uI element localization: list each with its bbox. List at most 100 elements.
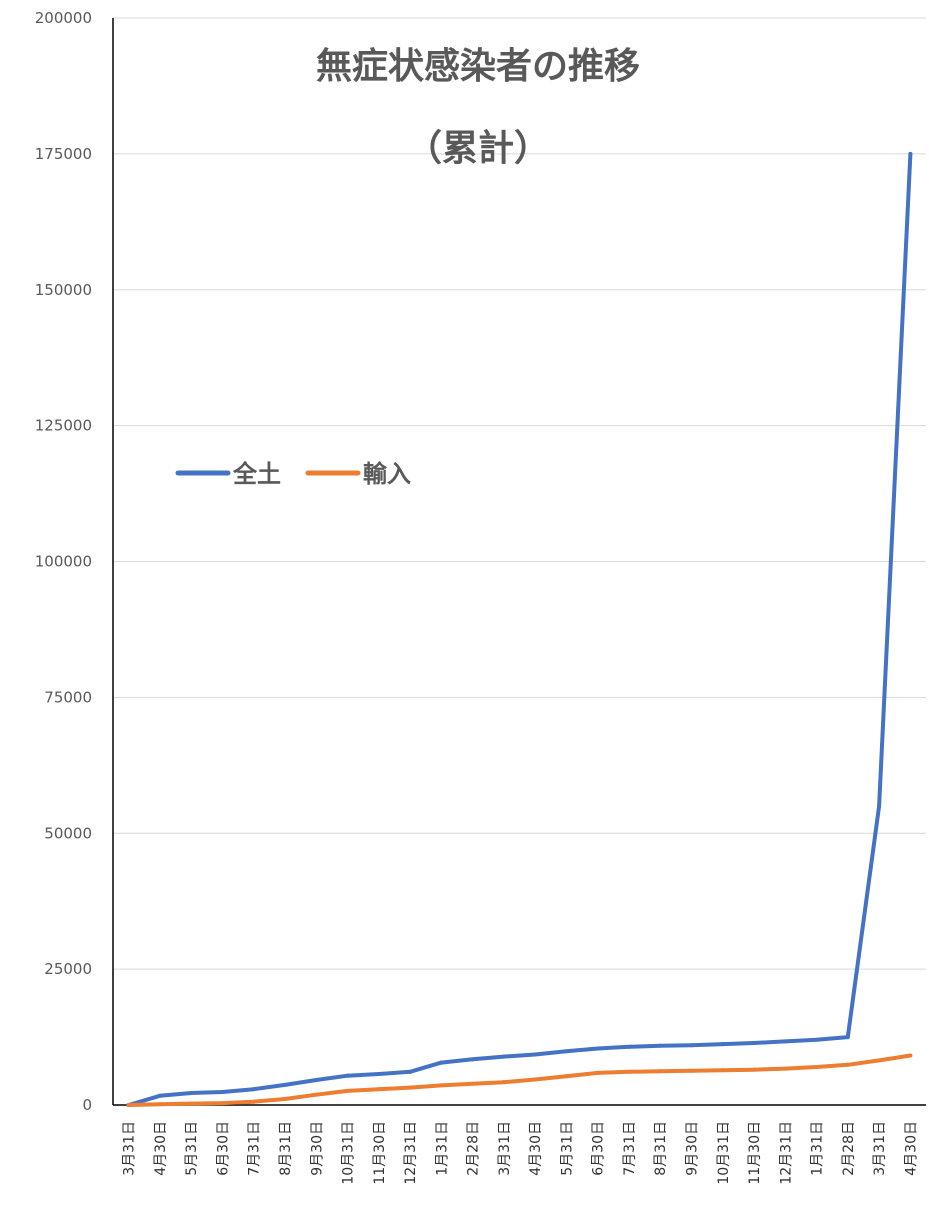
- x-tick-label-13: 4月30日: [528, 1121, 544, 1176]
- x-tick-label-25: 4月30日: [903, 1121, 919, 1176]
- y-tick-label-4: 100000: [35, 553, 92, 571]
- x-tick-label-10: 1月31日: [434, 1121, 450, 1176]
- series-1-point-1: [157, 1102, 162, 1107]
- x-tick-label-18: 9月30日: [684, 1121, 700, 1176]
- series-1-point-20: [752, 1067, 757, 1072]
- axes: [112, 18, 926, 1106]
- y-tick-label-1: 25000: [44, 960, 92, 978]
- series-0-point-5: [282, 1082, 287, 1087]
- series-0-point-24: [877, 804, 882, 809]
- series-1-point-0: [126, 1103, 131, 1107]
- series-0-point-10: [439, 1060, 444, 1065]
- series-1-point-17: [658, 1069, 663, 1074]
- series-1-point-10: [439, 1083, 444, 1088]
- series-0-point-20: [752, 1041, 757, 1046]
- x-tick-label-5: 8月31日: [278, 1121, 294, 1176]
- series-0-point-22: [814, 1037, 819, 1042]
- series-0-point-1: [157, 1093, 162, 1098]
- series-1-point-19: [720, 1068, 725, 1073]
- series-1-point-15: [595, 1070, 600, 1075]
- series-0-point-9: [408, 1069, 413, 1074]
- series-0-point-8: [376, 1072, 381, 1077]
- series-1-point-24: [877, 1058, 882, 1063]
- gridlines: [113, 17, 926, 970]
- series-0-point-23: [845, 1035, 850, 1040]
- series-0-point-2: [189, 1091, 194, 1096]
- x-tick-label-6: 9月30日: [309, 1121, 325, 1176]
- x-tick-label-3: 6月30日: [215, 1121, 231, 1176]
- y-tick-label-0: 0: [82, 1096, 92, 1114]
- series-0-point-13: [533, 1052, 538, 1057]
- series-1-point-25: [908, 1053, 913, 1058]
- series-0-point-14: [564, 1049, 569, 1054]
- series-1-point-8: [376, 1087, 381, 1092]
- x-tick-label-7: 10月31日: [341, 1121, 357, 1185]
- series-line-0: [126, 151, 913, 1107]
- x-tick-label-20: 11月30日: [747, 1121, 763, 1185]
- y-axis-tick-labels: 0 25000 50000 75000 100000 125000 150000 175000…: [35, 9, 92, 1114]
- series-lines: [126, 151, 913, 1107]
- series-0-point-12: [501, 1054, 506, 1059]
- chart-title: 無症状感染者の推移: [316, 46, 640, 87]
- series-1-point-5: [282, 1097, 287, 1102]
- x-tick-label-15: 6月30日: [591, 1121, 607, 1176]
- x-tick-label-22: 1月31日: [810, 1121, 826, 1176]
- x-tick-label-23: 2月28日: [841, 1121, 857, 1176]
- legend-label-series-0: 全土: [232, 460, 281, 488]
- series-1-point-12: [501, 1080, 506, 1085]
- series-1-point-9: [408, 1085, 413, 1090]
- x-tick-label-9: 12月31日: [403, 1121, 419, 1185]
- x-tick-label-19: 10月31日: [716, 1121, 732, 1185]
- x-tick-label-1: 4月30日: [153, 1121, 169, 1176]
- series-1-point-3: [220, 1101, 225, 1106]
- series-1-point-14: [564, 1074, 569, 1079]
- y-tick-label-7: 175000: [35, 145, 92, 163]
- series-0-point-15: [595, 1046, 600, 1051]
- chart-subtitle: （累計）: [406, 128, 550, 169]
- series-0-point-4: [251, 1087, 256, 1092]
- series-0-point-6: [314, 1077, 319, 1082]
- x-tick-label-17: 8月31日: [653, 1121, 669, 1176]
- series-1-point-18: [689, 1068, 694, 1073]
- series-0-point-17: [658, 1043, 663, 1048]
- series-1-point-13: [533, 1077, 538, 1082]
- x-tick-label-21: 12月31日: [778, 1121, 794, 1185]
- series-1-point-11: [470, 1081, 475, 1086]
- series-1-point-6: [314, 1092, 319, 1097]
- series-0-point-25: [908, 151, 913, 156]
- x-tick-label-0: 3月31日: [122, 1121, 138, 1176]
- legend: 全土 輸入: [175, 460, 411, 488]
- x-tick-label-24: 3月31日: [872, 1121, 888, 1176]
- x-tick-label-16: 7月31日: [622, 1121, 638, 1176]
- series-line-1: [126, 1053, 913, 1107]
- series-0-point-21: [783, 1039, 788, 1044]
- y-tick-label-5: 125000: [35, 417, 92, 435]
- x-tick-label-4: 7月31日: [247, 1121, 263, 1176]
- series-1-point-4: [251, 1099, 256, 1104]
- series-0-point-16: [626, 1044, 631, 1049]
- x-tick-label-8: 11月30日: [372, 1121, 388, 1185]
- y-tick-label-6: 150000: [35, 281, 92, 299]
- y-tick-label-8: 200000: [35, 9, 92, 27]
- series-1-point-7: [345, 1088, 350, 1093]
- y-tick-label-3: 75000: [44, 688, 92, 706]
- y-tick-label-2: 50000: [44, 824, 92, 842]
- x-tick-label-12: 3月31日: [497, 1121, 513, 1176]
- x-tick-label-14: 5月31日: [559, 1121, 575, 1176]
- series-1-point-21: [783, 1066, 788, 1071]
- series-0-point-3: [220, 1089, 225, 1094]
- series-1-point-23: [845, 1062, 850, 1067]
- series-0-point-7: [345, 1073, 350, 1078]
- series-0-point-11: [470, 1057, 475, 1062]
- series-1-point-2: [189, 1101, 194, 1106]
- legend-label-series-1: 輸入: [363, 460, 411, 488]
- series-0-point-19: [720, 1042, 725, 1047]
- x-tick-label-2: 5月31日: [184, 1121, 200, 1176]
- series-1-point-16: [626, 1069, 631, 1074]
- x-tick-label-11: 2月28日: [466, 1121, 482, 1176]
- series-0-point-18: [689, 1043, 694, 1048]
- series-1-point-22: [814, 1064, 819, 1069]
- x-axis-tick-labels: 3月31日 4月30日 5月31日 6月30日 7月31日 8月31日 9月30日 10月31…: [122, 1121, 920, 1185]
